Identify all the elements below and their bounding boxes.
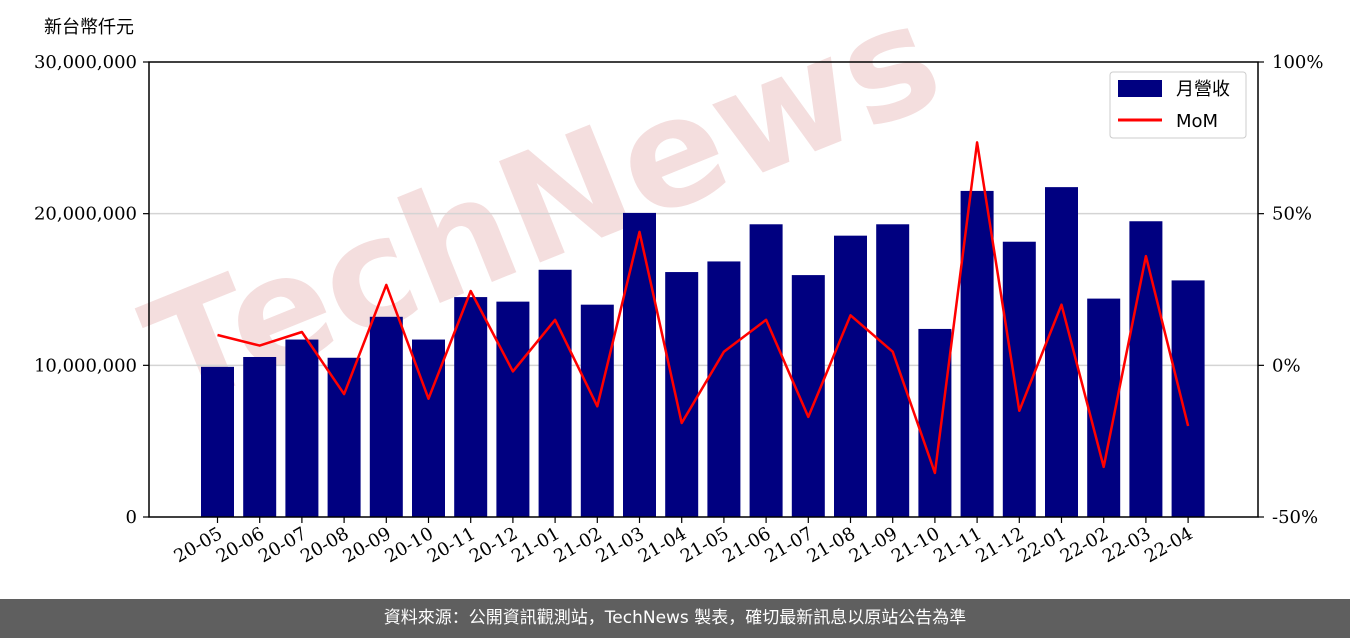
revenue-chart: TechNews 010,000,00020,000,00030,000,000… [34,0,1324,567]
bar-21-11 [960,190,994,517]
bar-21-12 [1002,241,1036,517]
left-tick-label: 20,000,000 [34,204,137,225]
bar-20-07 [285,339,319,517]
bar-20-09 [369,316,403,517]
bar-21-09 [876,224,910,518]
bar-22-03 [1129,221,1163,517]
left-tick-label: 10,000,000 [34,355,137,376]
bar-21-08 [834,235,867,518]
bar-22-04 [1171,280,1205,517]
legend-swatch-bar [1118,80,1162,97]
bar-21-05 [707,261,741,517]
plot-frame [148,61,1259,518]
bar-21-03 [623,212,656,518]
legend-label-mom: MoM [1176,111,1218,132]
bar-series [201,187,1205,518]
legend-label-revenue: 月營收 [1176,79,1230,100]
legend: 月營收 MoM [1109,71,1247,139]
bar-21-07 [791,275,825,517]
right-tick-label: -50% [1272,507,1318,528]
right-tick-label: 0% [1272,355,1301,376]
right-tick-label: 100% [1272,52,1323,73]
bar-21-04 [665,272,699,517]
mom-line [217,141,1190,475]
bar-22-01 [1045,187,1078,517]
bar-21-10 [918,328,952,517]
right-tick-label: 50% [1272,204,1312,225]
bar-21-02 [580,304,614,517]
bar-21-01 [538,269,572,517]
bar-21-06 [749,224,783,518]
bar-20-12 [496,301,530,517]
left-tick-label: 0 [126,507,137,528]
bar-20-08 [327,357,361,517]
bar-20-05 [201,366,234,517]
source-footer: 資料來源：公開資訊觀測站，TechNews 製表，確切最新訊息以原站公告為準 [0,599,1350,638]
left-axis-unit-label: 新台幣仟元 [44,17,134,38]
bar-20-11 [454,297,488,517]
x-tick-label-22-04: 22-04 [1141,523,1196,567]
mom-series [217,141,1190,475]
bar-20-06 [243,356,277,517]
source-text: 資料來源：公開資訊觀測站，TechNews 製表，確切最新訊息以原站公告為準 [383,608,967,628]
left-tick-label: 30,000,000 [34,52,137,73]
